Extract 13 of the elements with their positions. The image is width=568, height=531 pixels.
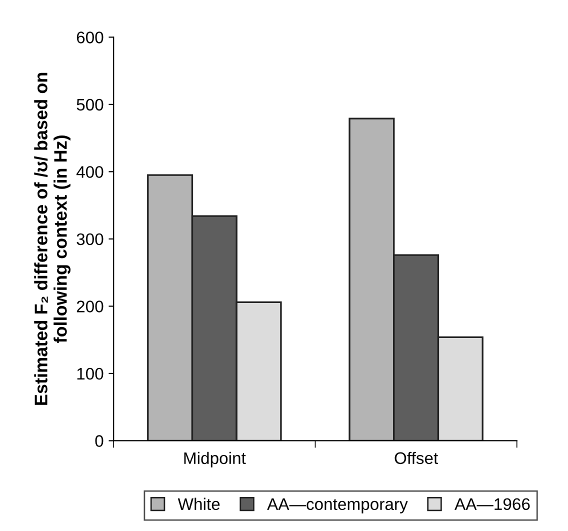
legend-label: AA—1966 [454, 498, 530, 510]
x-tick-label: Offset [394, 452, 438, 464]
y-tick-label: 100 [77, 368, 104, 380]
x-tick-label: Midpoint [184, 452, 246, 468]
legend-label: White [178, 498, 220, 510]
y-axis-title: Estimated F₂ difference of /ʊ/ based on following context (in Hz) [34, 72, 71, 405]
y-tick-label: 600 [76, 32, 104, 44]
y-tick-label: 0 [95, 435, 104, 447]
y-tick-label: 400 [76, 166, 104, 178]
y-tick-label: 500 [76, 98, 104, 111]
y-tick-label: 300 [76, 233, 104, 246]
y-tick-label: 200 [76, 300, 104, 312]
legend-label: AA—contemporary [267, 498, 408, 514]
